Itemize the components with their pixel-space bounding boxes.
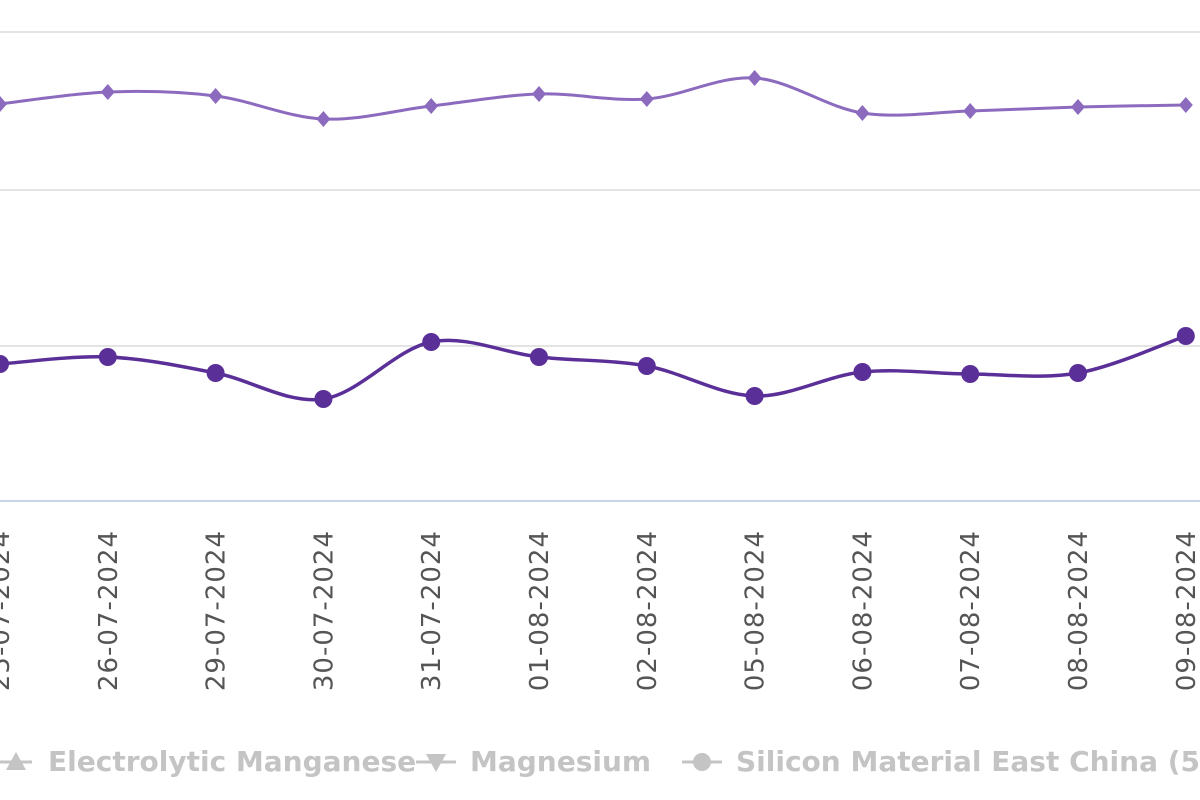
legend-label: Silicon Material East China (553#): [736, 745, 1200, 778]
data-point[interactable]: [0, 355, 9, 373]
data-point[interactable]: [637, 357, 656, 375]
x-tick-label: 01-08-2024: [525, 530, 555, 691]
x-tick-labels: 25-07-2024 26-07-2024 29-07-2024 30-07-2024…: [0, 530, 1200, 691]
legend-item-magnesium[interactable]: Magnesium: [416, 745, 651, 778]
data-point[interactable]: [1176, 327, 1195, 345]
series-0: [0, 70, 1193, 127]
data-point[interactable]: [100, 84, 115, 100]
data-point[interactable]: [855, 105, 870, 121]
legend: Electrolytic Manganese Magnesium Silicon…: [0, 745, 1200, 778]
data-point[interactable]: [639, 91, 654, 107]
data-point[interactable]: [963, 103, 978, 119]
triangle-down-icon: [426, 754, 446, 772]
data-point[interactable]: [532, 86, 546, 102]
data-point[interactable]: [961, 365, 980, 383]
legend-item-electrolytic-manganese[interactable]: Electrolytic Manganese: [0, 745, 416, 778]
x-tick-label: 29-07-2024: [202, 530, 232, 691]
data-point[interactable]: [747, 70, 762, 86]
data-point[interactable]: [745, 387, 764, 405]
data-point[interactable]: [0, 96, 7, 112]
data-point[interactable]: [1178, 97, 1193, 113]
triangle-up-icon: [6, 752, 26, 770]
data-point[interactable]: [422, 333, 441, 351]
x-tick-label: 02-08-2024: [633, 530, 663, 691]
data-point[interactable]: [530, 348, 548, 366]
legend-item-silicon-material[interactable]: Silicon Material East China (553#): [682, 745, 1200, 778]
data-point[interactable]: [208, 88, 223, 104]
data-point[interactable]: [316, 111, 331, 127]
x-tick-label: 30-07-2024: [309, 530, 339, 691]
series-layer: [0, 70, 1195, 408]
data-point[interactable]: [1071, 99, 1085, 115]
data-point[interactable]: [424, 98, 439, 114]
x-tick-label: 07-08-2024: [956, 530, 986, 691]
x-tick-label: 26-07-2024: [94, 530, 124, 691]
data-point[interactable]: [853, 363, 872, 381]
legend-label: Electrolytic Manganese: [48, 745, 416, 778]
x-tick-label: 31-07-2024: [417, 530, 447, 691]
data-point[interactable]: [314, 390, 333, 408]
legend-label: Magnesium: [470, 745, 651, 778]
x-tick-label: 08-08-2024: [1064, 530, 1094, 691]
x-tick-label: 09-08-2024: [1172, 530, 1200, 691]
data-point[interactable]: [206, 364, 225, 382]
grid-lines: [0, 31, 1200, 347]
series-line: [0, 76, 1186, 121]
x-tick-label: 06-08-2024: [848, 530, 878, 691]
series-line: [0, 334, 1187, 402]
x-tick-label: 25-07-2024: [0, 530, 16, 691]
series-1: [0, 327, 1195, 408]
x-tick-label: 05-08-2024: [741, 530, 771, 691]
data-point[interactable]: [98, 348, 117, 366]
data-point[interactable]: [1069, 364, 1087, 382]
circle-icon: [693, 753, 711, 771]
